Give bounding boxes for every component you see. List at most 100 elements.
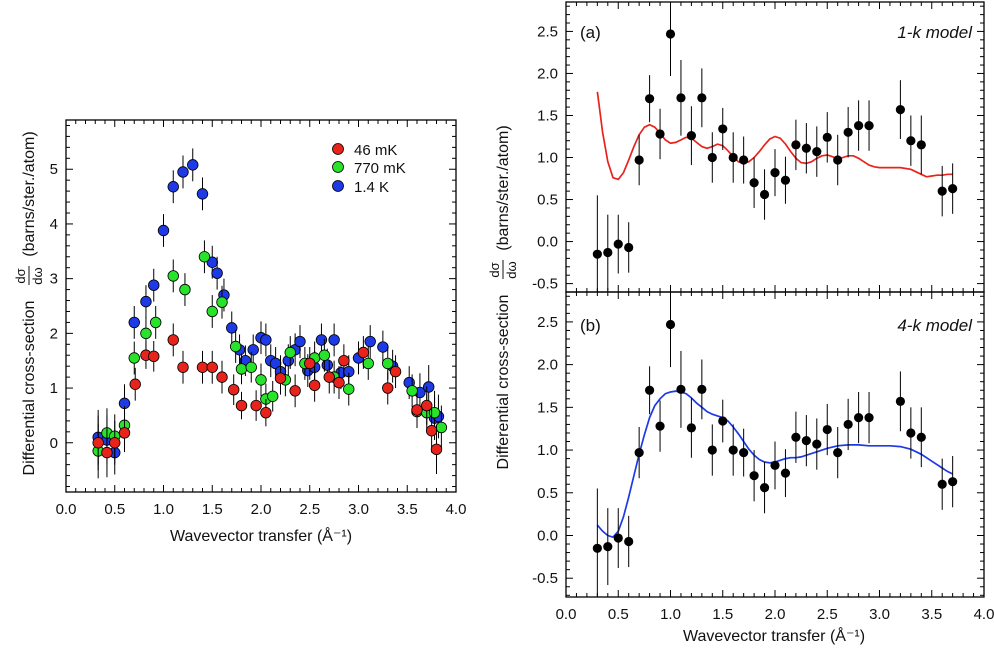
panel-b-point — [697, 384, 707, 394]
panel-a-point — [791, 140, 801, 150]
panel-b-model-label-b: model — [921, 316, 973, 335]
left-770-mk-point — [343, 383, 355, 395]
panel-b-y-tick-label: 2.5 — [537, 314, 558, 331]
panel-b-point — [759, 483, 770, 493]
panel-a-model-curve — [596, 91, 953, 181]
panel-a-point — [592, 249, 602, 259]
panel-b-point — [707, 445, 717, 455]
panel-a-model-label: 1-k model — [897, 23, 973, 42]
left-y-label-domega: dω — [30, 267, 45, 284]
panel-a-point — [843, 127, 853, 137]
left-46-mk-point — [411, 404, 423, 416]
left-46-mk-point — [333, 376, 345, 389]
panel-a-label: (a) — [580, 23, 601, 42]
panel-a-point — [624, 242, 634, 253]
left-1-4-k-point — [140, 295, 152, 308]
panel-b-y-tick-label: -0.5 — [532, 570, 558, 587]
panel-b-point — [895, 396, 906, 406]
panel-a-model-label-b: model — [921, 23, 973, 42]
left-770-mk-point — [382, 357, 394, 370]
panel-b-point — [854, 412, 864, 423]
panel-b-point — [864, 412, 874, 423]
left-y-tick-label: 1 — [50, 380, 58, 397]
right-y-label-units: (barns/ster./atom) — [495, 125, 512, 250]
panel-a-point — [634, 155, 644, 165]
left-46-mk-point — [101, 446, 113, 459]
left-1-4-k-point — [364, 335, 376, 348]
left-770-mk-point — [198, 251, 211, 263]
panel-b-x-tick-label: 0.0 — [556, 606, 577, 623]
panel-b-point — [613, 533, 623, 543]
legend-marker-770mk — [332, 161, 344, 173]
left-data — [92, 148, 448, 479]
panel-a-y-tick-label: 2.5 — [537, 23, 558, 40]
panel-b-point — [665, 319, 676, 330]
panel-b-point — [634, 448, 644, 458]
left-770-mk-point — [318, 349, 331, 361]
left-46-mk-point — [425, 425, 438, 437]
panel-a-y-tick-label: 0.0 — [537, 234, 558, 251]
panel-b-x-tick-label: 1.0 — [660, 606, 681, 623]
left-x-tick-label: 0.0 — [56, 501, 77, 518]
left-46-mk-point — [118, 427, 131, 439]
legend: 46 mK 770 mK 1.4 K — [332, 142, 406, 196]
panel-b-point — [843, 419, 853, 430]
left-770-mk-point — [179, 283, 191, 296]
left-y-label-prefix: Differential cross-section — [21, 301, 38, 476]
panel-b-point — [770, 460, 780, 471]
left-x-tick-label: 1.0 — [153, 501, 174, 518]
left-y-tick-label: 0 — [50, 435, 58, 452]
panel-a-point — [749, 178, 759, 188]
legend-label-46mk: 46 mK — [354, 142, 397, 159]
panel-a-point — [864, 120, 874, 131]
panel-a-point — [707, 152, 717, 163]
panel-b-y-tick-label: 2.0 — [537, 357, 558, 374]
right-y-label-dsigma: dσ — [487, 262, 502, 277]
panel-a-ticks: -0.5 0.0 0.5 1.0 1.5 2.0 2.5 — [532, 2, 985, 293]
left-46-mk-point — [338, 355, 350, 367]
panel-a-point — [665, 29, 676, 39]
left-x-tick-label: 4.0 — [446, 501, 467, 518]
panel-a-point — [906, 136, 916, 146]
panel-b-point — [624, 536, 634, 547]
left-46-mk-point — [92, 437, 104, 449]
panel-b-y-tick-label: 1.0 — [537, 442, 558, 459]
panel-b-point — [833, 448, 843, 458]
left-1-4-k-point — [377, 341, 389, 353]
panel-a-point — [603, 247, 613, 258]
panel-b-point — [780, 468, 791, 478]
left-x-tick-label: 3.0 — [348, 501, 369, 518]
panel-a-point — [833, 155, 843, 165]
panel-b-x-tick-label: 4.0 — [974, 606, 994, 623]
panel-b-point — [645, 385, 655, 395]
panel-b-x-tick-label: 2.0 — [765, 606, 786, 623]
left-46-mk-point — [227, 384, 240, 396]
panel-a-y-tick-label: -0.5 — [532, 276, 558, 293]
left-46-mk-point — [430, 443, 443, 456]
legend-marker-46mk — [332, 143, 344, 155]
panel-b-point — [603, 541, 613, 552]
panel-a-point — [697, 93, 707, 103]
left-1-4-k-point — [177, 166, 189, 178]
panel-a-data — [592, 2, 958, 292]
left-46-mk-point — [167, 334, 179, 346]
panel-b-point — [655, 421, 665, 431]
left-1-4-k-point — [211, 267, 223, 279]
left-1-4-k-point — [226, 322, 238, 334]
panel-b-data — [592, 292, 958, 597]
left-46-mk-point — [421, 399, 433, 412]
left-y-label-dsigma: dσ — [13, 268, 28, 283]
panel-b-point — [791, 432, 801, 442]
panel-b-point — [906, 428, 916, 438]
left-x-tick-label: 0.5 — [104, 501, 125, 518]
left-x-tick-label: 2.5 — [299, 501, 320, 518]
panel-a-point — [916, 140, 926, 150]
panel-a-point — [822, 132, 832, 142]
left-1-4-k-point — [423, 381, 435, 393]
left-770-mk-point — [167, 270, 179, 282]
left-46-mk-point — [323, 371, 335, 383]
panel-a-point — [728, 152, 738, 163]
legend-label-770mk: 770 mK — [354, 160, 406, 177]
panel-a-point — [718, 124, 728, 134]
